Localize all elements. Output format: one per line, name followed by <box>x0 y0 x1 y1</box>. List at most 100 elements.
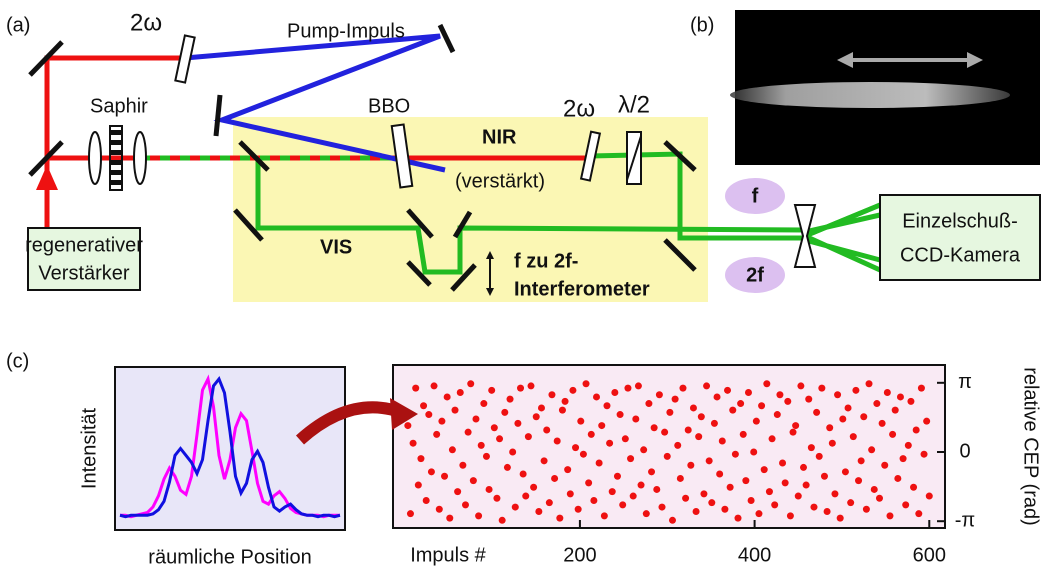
cep-point <box>580 451 587 458</box>
cep-point <box>415 482 422 489</box>
cep-point <box>693 508 700 515</box>
cep-point <box>716 471 723 478</box>
cep-point <box>588 431 595 438</box>
cep-point <box>622 435 629 442</box>
label: f zu 2f- <box>514 250 578 272</box>
cep-point <box>431 382 438 389</box>
label: Saphir <box>90 95 148 117</box>
cep-point <box>685 426 692 433</box>
cep-point <box>776 391 783 398</box>
cep-point <box>535 508 542 515</box>
cep-point <box>480 400 487 407</box>
cep-point <box>803 482 810 489</box>
cep-point <box>682 495 689 502</box>
cep-point <box>672 396 679 403</box>
cep-point <box>467 380 474 387</box>
cep-point <box>512 504 519 511</box>
cep-point <box>645 400 652 407</box>
y-tick-label: -π <box>955 509 975 531</box>
cep-point <box>457 389 464 396</box>
cep-point <box>923 418 930 425</box>
cep-point <box>813 409 820 416</box>
cep-point <box>800 464 807 471</box>
cep-point <box>831 490 838 497</box>
label: NIR <box>482 126 517 148</box>
cep-point <box>687 462 694 469</box>
cep-point <box>666 409 673 416</box>
cep-point <box>444 393 451 400</box>
cep-point <box>690 404 697 411</box>
cep-point <box>847 499 854 506</box>
cep-point <box>879 420 886 427</box>
cep-point <box>501 409 508 416</box>
cep-point <box>575 506 582 513</box>
cep-point <box>420 402 427 409</box>
cep-point <box>732 451 739 458</box>
cep-point <box>727 484 734 491</box>
cep-point <box>609 488 616 495</box>
label: 2ω <box>130 9 162 36</box>
cep-point <box>425 411 432 418</box>
x-tick-label: 200 <box>563 544 596 566</box>
cep-point <box>821 473 828 480</box>
cep-point <box>441 473 448 480</box>
cep-point <box>750 449 757 456</box>
plot-frame <box>115 367 345 530</box>
label: 2f <box>746 264 764 286</box>
cep-point <box>567 490 574 497</box>
cep-point <box>499 517 506 524</box>
cep-point <box>438 418 445 425</box>
cep-point <box>892 407 899 414</box>
cep-point <box>724 387 731 394</box>
cep-point <box>797 382 804 389</box>
cep-point <box>719 437 726 444</box>
cep-point <box>530 484 537 491</box>
cep-point <box>774 411 781 418</box>
cep-point <box>921 451 928 458</box>
cep-point <box>755 510 762 517</box>
label: λ/2 <box>618 91 650 118</box>
cep-point <box>748 497 755 504</box>
cep-point <box>695 433 702 440</box>
cep-point <box>614 473 621 480</box>
cep-point <box>410 440 417 447</box>
cep-point <box>465 429 472 436</box>
cep-point <box>412 385 419 392</box>
cep-point <box>816 453 823 460</box>
x-tick-label: 400 <box>738 544 771 566</box>
cep-point <box>590 497 597 504</box>
cep-point <box>910 484 917 491</box>
cep-point <box>866 380 873 387</box>
cep-point <box>491 424 498 431</box>
cep-point <box>902 501 909 508</box>
label: Pump-Impuls <box>287 20 405 42</box>
cep-point <box>829 440 836 447</box>
cep-point <box>918 385 925 392</box>
cep-point <box>873 400 880 407</box>
cep-point <box>572 444 579 451</box>
panel-label: (c) <box>6 350 29 372</box>
cep-point <box>538 404 545 411</box>
cep-point <box>454 488 461 495</box>
cep-point <box>548 391 555 398</box>
cep-point <box>627 455 634 462</box>
cep-point <box>905 442 912 449</box>
cep-point <box>619 501 626 508</box>
cep-point <box>729 407 736 414</box>
cep-point <box>543 426 550 433</box>
y-axis-label: relative CEP (rad) <box>1020 367 1042 526</box>
cep-point <box>664 453 671 460</box>
cep-point <box>632 415 639 422</box>
cep-point <box>839 415 846 422</box>
cep-point <box>493 495 500 502</box>
y-tick-label: 0 <box>959 440 970 462</box>
cep-point <box>577 418 584 425</box>
cep-point <box>886 512 893 519</box>
cep-point <box>596 460 603 467</box>
cep-point <box>630 493 637 500</box>
cep-point <box>475 512 482 519</box>
cep-point <box>881 462 888 469</box>
cep-point <box>703 382 710 389</box>
cep-point <box>868 446 875 453</box>
cep-point <box>470 477 477 484</box>
